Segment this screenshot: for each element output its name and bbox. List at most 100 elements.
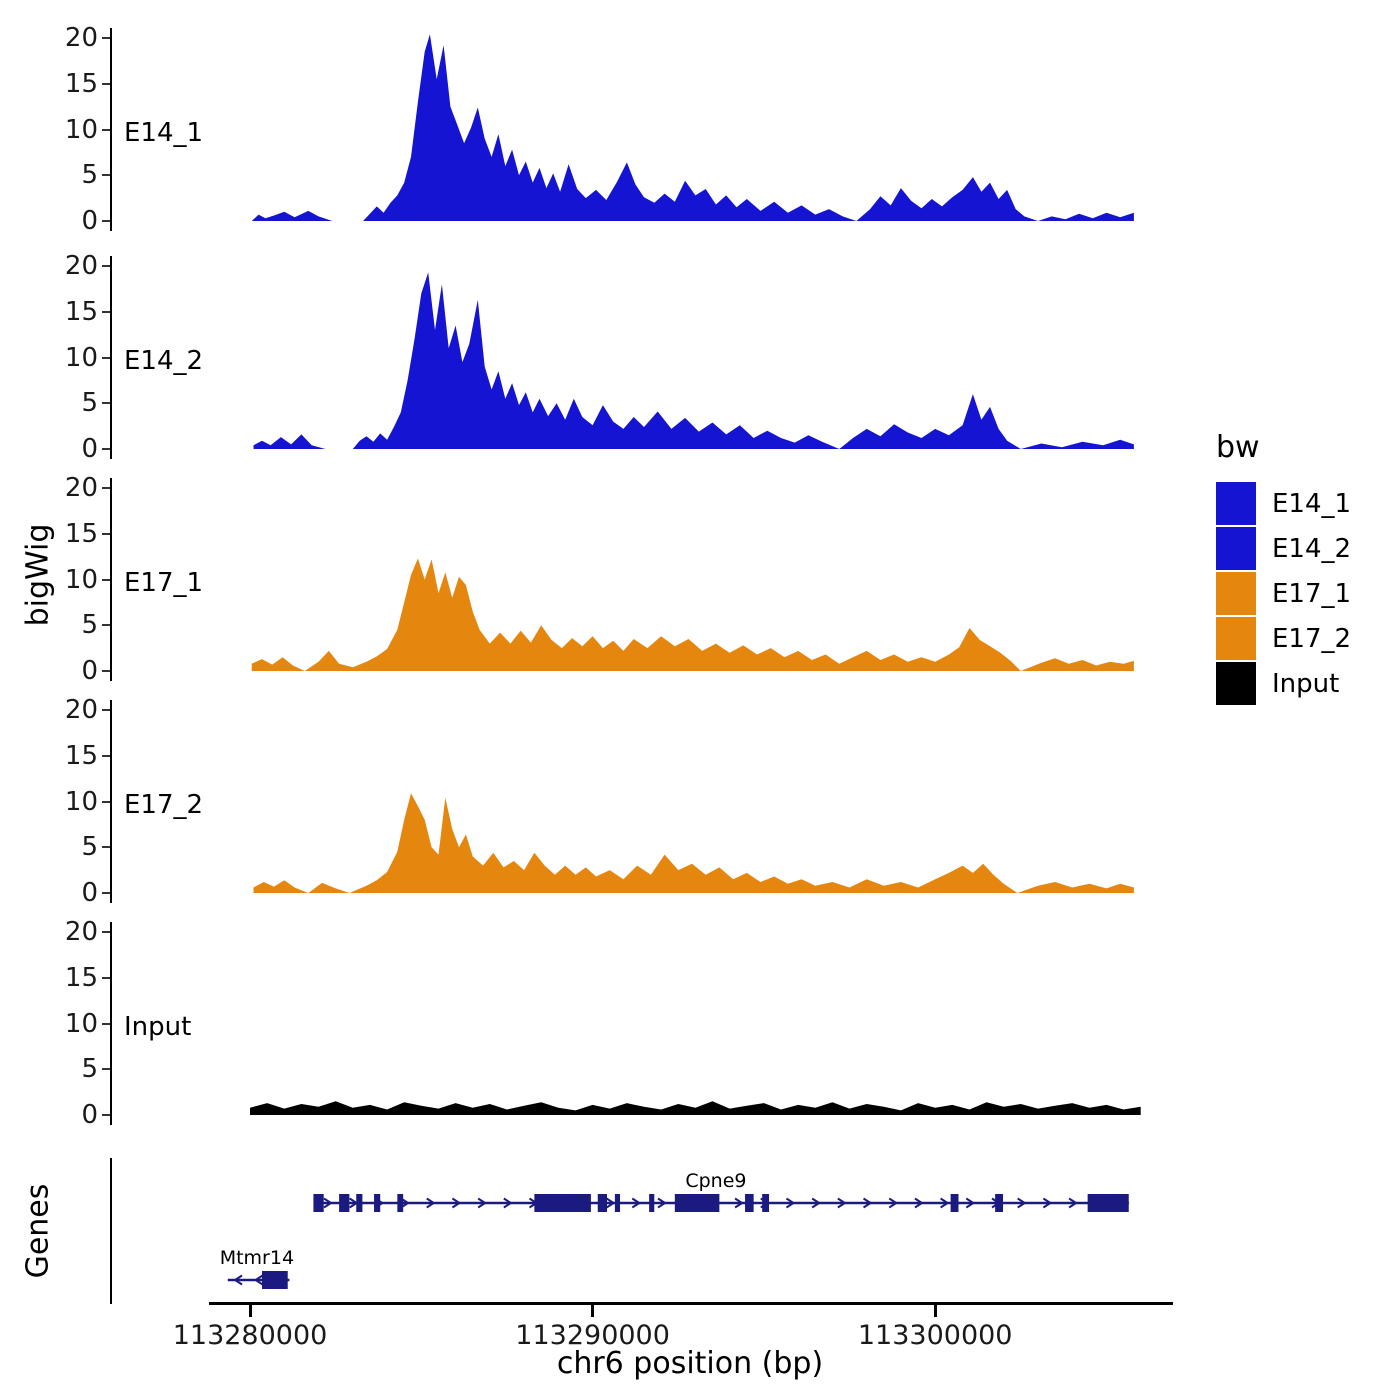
y-tick-label: 0 <box>81 1100 98 1130</box>
strand-arrow-icon <box>253 1274 264 1286</box>
y-tick-label: 5 <box>81 610 98 641</box>
legend-swatch <box>1216 662 1256 705</box>
y-axis-line <box>110 256 112 459</box>
y-axis-line <box>110 28 112 231</box>
strand-arrow-icon <box>965 1197 976 1209</box>
strand-arrow-icon <box>734 1197 744 1209</box>
y-tick-label: 15 <box>64 68 98 99</box>
y-tick-label: 5 <box>81 160 98 191</box>
track-e17-2: E17_2 0 5 10 15 20 <box>0 695 1400 912</box>
gene-exon <box>614 1194 621 1212</box>
y-tick-mark <box>102 670 110 672</box>
legend-keys: E14_1 E14_2 E17_1 E17_2 Input <box>1216 481 1351 706</box>
track-input: Input 0 5 10 15 20 <box>0 917 1400 1134</box>
y-axis-line <box>110 922 112 1125</box>
y-tick-label: 0 <box>81 878 98 908</box>
gene-exon <box>313 1194 324 1212</box>
strand-arrow-icon <box>477 1197 487 1209</box>
gene-exon <box>339 1194 350 1212</box>
y-tick-mark <box>102 310 110 313</box>
y-tick-label: 5 <box>81 832 98 863</box>
gene-label: Mtmr14 <box>220 1247 294 1269</box>
legend-entry-input: Input <box>1216 661 1351 706</box>
y-tick-label: 20 <box>64 23 98 53</box>
gene-exon <box>674 1194 720 1212</box>
strand-arrow-icon <box>1042 1197 1053 1209</box>
x-tick-label: 113290000 <box>515 1320 670 1351</box>
gene-exon <box>649 1194 655 1212</box>
x-tick-mark <box>933 1305 937 1317</box>
gene-exon <box>745 1194 754 1212</box>
gene-exon <box>534 1194 591 1212</box>
strand-arrow-icon <box>606 1197 616 1209</box>
y-tick-mark <box>102 82 110 85</box>
y-tick-label: 20 <box>64 695 98 725</box>
legend-label: E14_1 <box>1272 488 1352 519</box>
coverage-polygon <box>251 34 1134 221</box>
y-tick-mark <box>102 892 110 894</box>
y-tick-mark <box>102 402 110 405</box>
strand-arrow-icon <box>426 1197 436 1209</box>
strand-arrow-icon <box>811 1197 821 1209</box>
legend-entry-e17_1: E17_1 <box>1216 571 1351 616</box>
x-tick-mark <box>248 1305 252 1317</box>
y-tick-label: 20 <box>64 473 98 503</box>
gene-exon <box>262 1271 288 1289</box>
track-label: E17_2 <box>124 790 204 820</box>
coverage-area-e14-1 <box>251 34 1134 221</box>
y-tick-mark <box>102 1114 110 1116</box>
gene-exon <box>950 1194 959 1212</box>
y-tick-label: 15 <box>64 740 98 771</box>
legend-label: Input <box>1272 668 1340 699</box>
y-tick-mark <box>102 128 110 131</box>
gene-exon <box>356 1194 363 1212</box>
coverage-polygon <box>251 558 1134 671</box>
legend-swatch <box>1216 482 1256 525</box>
track-label: Input <box>124 1012 192 1042</box>
coverage-area-input <box>250 1101 1141 1115</box>
y-tick-mark <box>102 265 110 267</box>
y-tick-mark <box>102 1022 110 1025</box>
strand-arrow-icon <box>862 1197 873 1209</box>
y-axis-line <box>110 700 112 903</box>
strand-arrow-icon <box>888 1197 899 1209</box>
x-tick-mark <box>591 1305 595 1317</box>
gene-exon <box>374 1194 381 1212</box>
coverage-polygon <box>250 1101 1141 1115</box>
y-tick-label: 10 <box>64 342 98 373</box>
coverage-area-e17-1 <box>251 558 1134 671</box>
strand-arrow-icon <box>914 1197 924 1209</box>
y-tick-mark <box>102 709 110 711</box>
legend: bw E14_1 E14_2 E17_1 E17_2 Input <box>1216 430 1351 706</box>
y-tick-mark <box>102 1068 110 1071</box>
y-axis-line <box>110 478 112 681</box>
y-tick-mark <box>102 754 110 757</box>
gene-label: Cpne9 <box>685 1170 746 1192</box>
coverage-area-e14-2 <box>253 272 1134 449</box>
y-tick-mark <box>102 800 110 803</box>
track-e14-1: E14_1 0 5 10 15 20 <box>0 23 1400 240</box>
legend-swatch <box>1216 617 1256 660</box>
y-tick-mark <box>102 37 110 39</box>
y-tick-label: 15 <box>64 518 98 549</box>
strand-arrow-icon <box>657 1197 667 1209</box>
y-tick-label: 15 <box>64 296 98 327</box>
track-e14-2: E14_2 0 5 10 15 20 <box>0 251 1400 468</box>
y-tick-mark <box>102 487 110 489</box>
y-tick-label: 10 <box>64 114 98 145</box>
strand-arrow-icon <box>1017 1197 1027 1209</box>
strand-arrow-icon <box>940 1197 950 1209</box>
y-tick-label: 20 <box>64 917 98 947</box>
y-tick-mark <box>102 578 110 581</box>
strand-arrow-icon <box>837 1197 847 1209</box>
legend-entry-e14_1: E14_1 <box>1216 481 1351 526</box>
y-tick-label: 20 <box>64 251 98 281</box>
gene-exon <box>597 1194 608 1212</box>
y-tick-label: 5 <box>81 388 98 419</box>
strand-arrow-icon <box>233 1274 243 1286</box>
y-tick-mark <box>102 846 110 849</box>
x-axis-line <box>209 1302 1173 1305</box>
y-tick-mark <box>102 356 110 359</box>
x-tick-label: 113280000 <box>172 1320 328 1351</box>
y-tick-mark <box>102 532 110 535</box>
